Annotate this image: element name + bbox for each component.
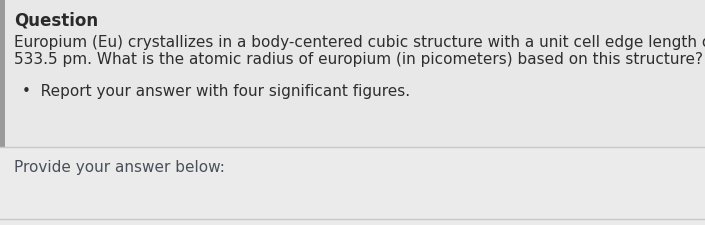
Bar	[0, 147, 705, 225]
Bar	[0, 0, 705, 147]
Text: 533.5 pm. What is the atomic radius of europium (in picometers) based on this st: 533.5 pm. What is the atomic radius of e…	[14, 52, 703, 67]
Text: •  Report your answer with four significant figures.: • Report your answer with four significa…	[22, 84, 410, 99]
Text: Europium (Eu) crystallizes in a body-centered cubic structure with a unit cell e: Europium (Eu) crystallizes in a body-cen…	[14, 35, 705, 50]
Text: Question: Question	[14, 12, 98, 30]
Bar	[0, 0, 5, 147]
Text: Provide your answer below:: Provide your answer below:	[14, 159, 225, 174]
